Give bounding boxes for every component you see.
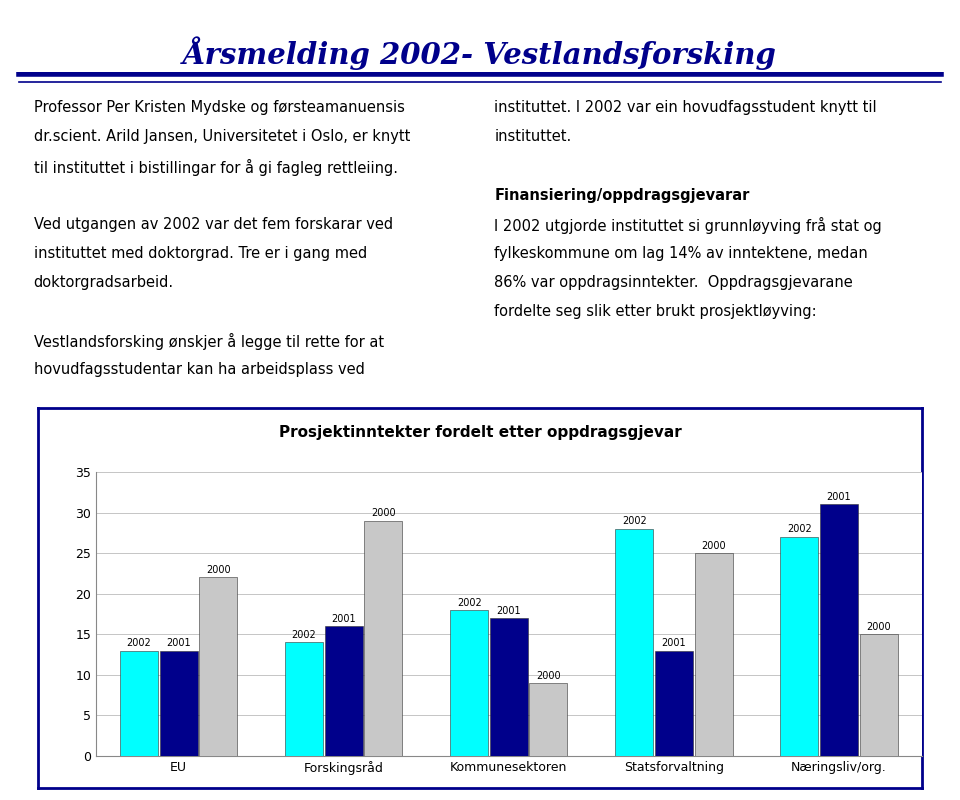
Text: fylkeskommune om lag 14% av inntektene, medan: fylkeskommune om lag 14% av inntektene, …: [494, 246, 868, 261]
Text: 2001: 2001: [661, 638, 686, 648]
Text: 2000: 2000: [371, 508, 396, 518]
Bar: [694, 553, 732, 756]
Text: Prosjektinntekter fordelt etter oppdragsgjevar: Prosjektinntekter fordelt etter oppdrags…: [278, 425, 682, 440]
Text: fordelte seg slik etter brukt prosjektløyving:: fordelte seg slik etter brukt prosjektlø…: [494, 303, 817, 318]
Text: instituttet. I 2002 var ein hovudfagsstudent knytt til: instituttet. I 2002 var ein hovudfagsstu…: [494, 101, 877, 115]
Text: 2002: 2002: [457, 598, 482, 607]
Bar: [530, 683, 567, 756]
Text: 86% var oppdragsinntekter.  Oppdragsgjevarane: 86% var oppdragsinntekter. Oppdragsgjeva…: [494, 274, 853, 290]
Bar: [365, 521, 402, 756]
Text: Ved utgangen av 2002 var det fem forskarar ved: Ved utgangen av 2002 var det fem forskar…: [34, 217, 393, 231]
Text: 2000: 2000: [536, 670, 561, 681]
Text: 2001: 2001: [827, 492, 852, 502]
Text: 2001: 2001: [166, 638, 191, 648]
Bar: [324, 626, 363, 756]
Text: Årsmelding 2002- Vestlandsforsking: Årsmelding 2002- Vestlandsforsking: [183, 36, 777, 70]
Text: 2002: 2002: [292, 630, 317, 640]
Text: 2002: 2002: [622, 516, 647, 526]
Bar: [615, 529, 653, 756]
Bar: [159, 650, 198, 756]
Text: 2000: 2000: [866, 622, 891, 632]
Bar: [200, 578, 237, 756]
Bar: [120, 650, 157, 756]
Bar: [860, 634, 898, 756]
Text: instituttet med doktorgrad. Tre er i gang med: instituttet med doktorgrad. Tre er i gan…: [34, 246, 367, 261]
Text: Professor Per Kristen Mydske og førsteamanuensis: Professor Per Kristen Mydske og førsteam…: [34, 101, 404, 115]
Text: dr.scient. Arild Jansen, Universitetet i Oslo, er knytt: dr.scient. Arild Jansen, Universitetet i…: [34, 130, 410, 145]
Bar: [655, 650, 693, 756]
Text: 2001: 2001: [331, 614, 356, 624]
Text: 2002: 2002: [127, 638, 152, 648]
Bar: [450, 610, 489, 756]
Bar: [490, 618, 528, 756]
Text: 2000: 2000: [205, 565, 230, 575]
Text: Vestlandsforsking ønskjer å legge til rette for at: Vestlandsforsking ønskjer å legge til re…: [34, 333, 384, 350]
Bar: [285, 642, 323, 756]
Text: 2000: 2000: [701, 541, 726, 550]
Text: Finansiering/oppdragsgjevarar: Finansiering/oppdragsgjevarar: [494, 187, 750, 202]
Bar: [780, 537, 818, 756]
Bar: [820, 505, 858, 756]
Text: I 2002 utgjorde instituttet si grunnløyving frå stat og: I 2002 utgjorde instituttet si grunnløyv…: [494, 217, 882, 234]
Text: 2001: 2001: [496, 606, 521, 616]
Text: instituttet.: instituttet.: [494, 130, 571, 145]
Text: til instituttet i bistillingar for å gi fagleg rettleiing.: til instituttet i bistillingar for å gi …: [34, 158, 397, 175]
Text: doktorgradsarbeid.: doktorgradsarbeid.: [34, 274, 174, 290]
Text: hovudfagsstudentar kan ha arbeidsplass ved: hovudfagsstudentar kan ha arbeidsplass v…: [34, 362, 365, 377]
Text: 2002: 2002: [787, 525, 812, 534]
